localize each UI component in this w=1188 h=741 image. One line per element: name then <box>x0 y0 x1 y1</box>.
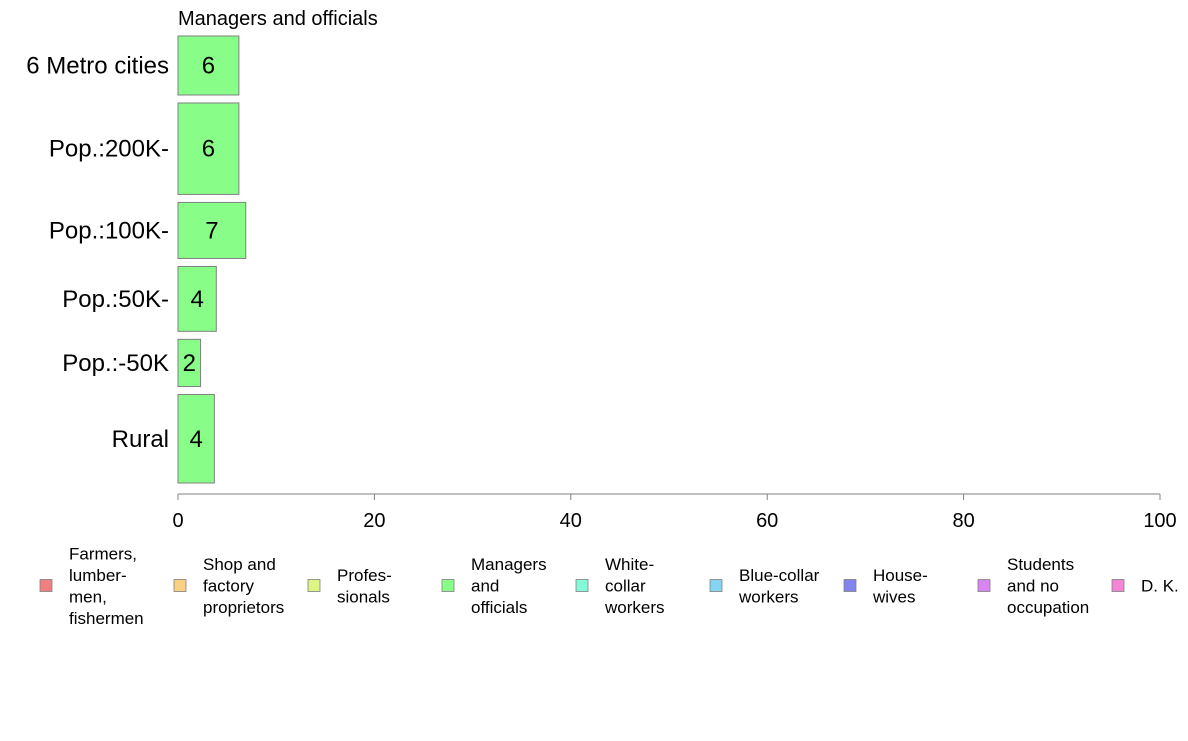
x-tick-label: 0 <box>172 510 183 532</box>
legend-label: Students <box>1007 555 1074 574</box>
x-tick-label: 100 <box>1143 510 1176 532</box>
legend-swatch <box>1111 579 1125 592</box>
category-label: Pop.:50K- <box>62 286 169 313</box>
legend-item: House-wives <box>843 566 928 606</box>
legend-label: fishermen <box>69 609 144 628</box>
bar <box>177 394 215 484</box>
x-tick-label: 20 <box>363 510 385 532</box>
legend-item: Profes-sionals <box>307 566 392 606</box>
legend-item: Blue-collar workers <box>709 566 820 606</box>
legend-label: Profes- <box>337 566 392 585</box>
legend-item: White-collar workers <box>575 555 665 617</box>
legend-swatch <box>173 579 187 592</box>
legend-label: workers <box>604 598 665 617</box>
x-tick-label: 60 <box>756 510 778 532</box>
category-label: Rural <box>112 426 169 453</box>
legend-label: collar <box>605 577 646 596</box>
legend-item: Shop and factory proprietors <box>173 555 284 617</box>
legend-label: sionals <box>337 587 390 606</box>
legend-swatch <box>39 579 53 592</box>
bar-value-label: 6 <box>202 52 215 79</box>
legend-item: Managers and officials <box>441 555 547 617</box>
legend-label: White- <box>605 555 654 574</box>
bars-layer: 6 6 Metro cities 6 Pop.:200K- 7 Pop.:100K- 4 Po… <box>26 35 247 484</box>
legend-swatch <box>843 579 857 592</box>
legend-item: Students and no occupation <box>977 555 1089 617</box>
legend: Farmers, lumber-men, fishermen Shop and fact… <box>39 544 1179 628</box>
legend-label: workers <box>738 587 799 606</box>
bar-value-label: 2 <box>183 350 196 377</box>
category-label: Pop.:100K- <box>49 217 169 244</box>
bar-value-label: 7 <box>205 217 218 244</box>
legend-swatch <box>441 579 455 592</box>
legend-label: Farmers, <box>69 544 137 563</box>
legend-swatch <box>307 579 321 592</box>
legend-label: D. K. <box>1141 577 1179 596</box>
legend-label: occupation <box>1007 598 1089 617</box>
bar <box>177 35 240 96</box>
legend-swatch <box>977 579 991 592</box>
legend-label: proprietors <box>203 598 284 617</box>
legend-item: Farmers, lumber-men, fishermen <box>39 544 144 628</box>
legend-label: Managers <box>471 555 547 574</box>
legend-label: men, <box>69 587 107 606</box>
x-tick-label: 40 <box>560 510 582 532</box>
legend-item: D. K. <box>1111 577 1179 596</box>
legend-label: and no <box>1007 577 1059 596</box>
legend-label: wives <box>872 587 916 606</box>
legend-label: Blue-collar <box>739 566 820 585</box>
bar <box>177 265 217 332</box>
x-axis: 0 20 40 60 80 100 <box>172 493 1177 532</box>
bar-value-label: 4 <box>190 286 203 313</box>
legend-swatch <box>709 579 723 592</box>
category-label: Pop.:200K- <box>49 136 169 163</box>
bar <box>177 338 202 388</box>
x-tick-label: 80 <box>952 510 974 532</box>
chart-title: Managers and officials <box>178 8 378 30</box>
bar <box>177 102 240 195</box>
legend-swatch <box>575 579 589 592</box>
category-label: 6 Metro cities <box>26 52 169 79</box>
legend-label: Shop and <box>203 555 276 574</box>
bar-value-label: 4 <box>189 426 202 453</box>
bar <box>177 201 247 259</box>
legend-label: and <box>471 577 499 596</box>
legend-label: House- <box>873 566 928 585</box>
legend-label: factory <box>203 577 255 596</box>
legend-label: lumber- <box>69 566 127 585</box>
legend-label: officials <box>471 598 527 617</box>
category-label: Pop.:-50K <box>62 350 169 377</box>
bar-value-label: 6 <box>202 136 215 163</box>
